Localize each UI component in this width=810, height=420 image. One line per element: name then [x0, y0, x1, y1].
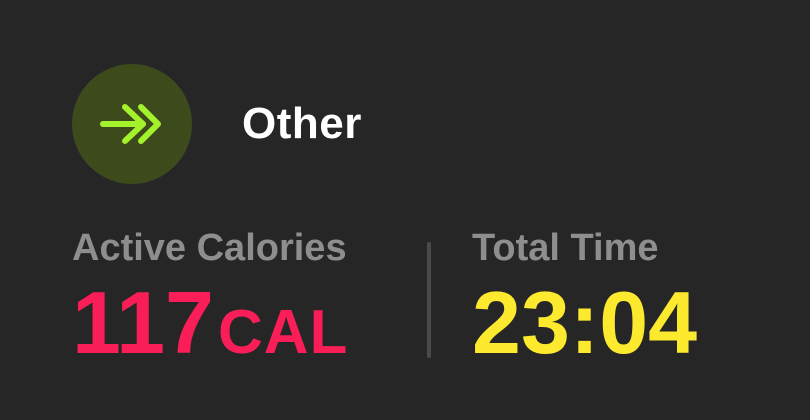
workout-title: Other	[242, 99, 362, 148]
double-chevron-arrow-icon	[100, 104, 161, 144]
total-time-metric: Total Time 23:04	[472, 222, 697, 392]
workout-type-icon-badge	[72, 64, 192, 184]
active-calories-value: 117CAL	[72, 279, 349, 392]
total-time-label: Total Time	[472, 227, 659, 269]
total-time-value: 23:04	[472, 273, 698, 372]
total-time-value-wrapper: 23:04	[472, 279, 697, 392]
metric-divider	[427, 242, 431, 358]
active-calories-metric: Active Calories 117CAL	[72, 222, 348, 392]
calories-unit: CAL	[217, 298, 349, 367]
active-calories-label: Active Calories	[72, 227, 347, 269]
workout-header: Other	[72, 64, 362, 184]
calories-number: 117	[72, 273, 214, 372]
